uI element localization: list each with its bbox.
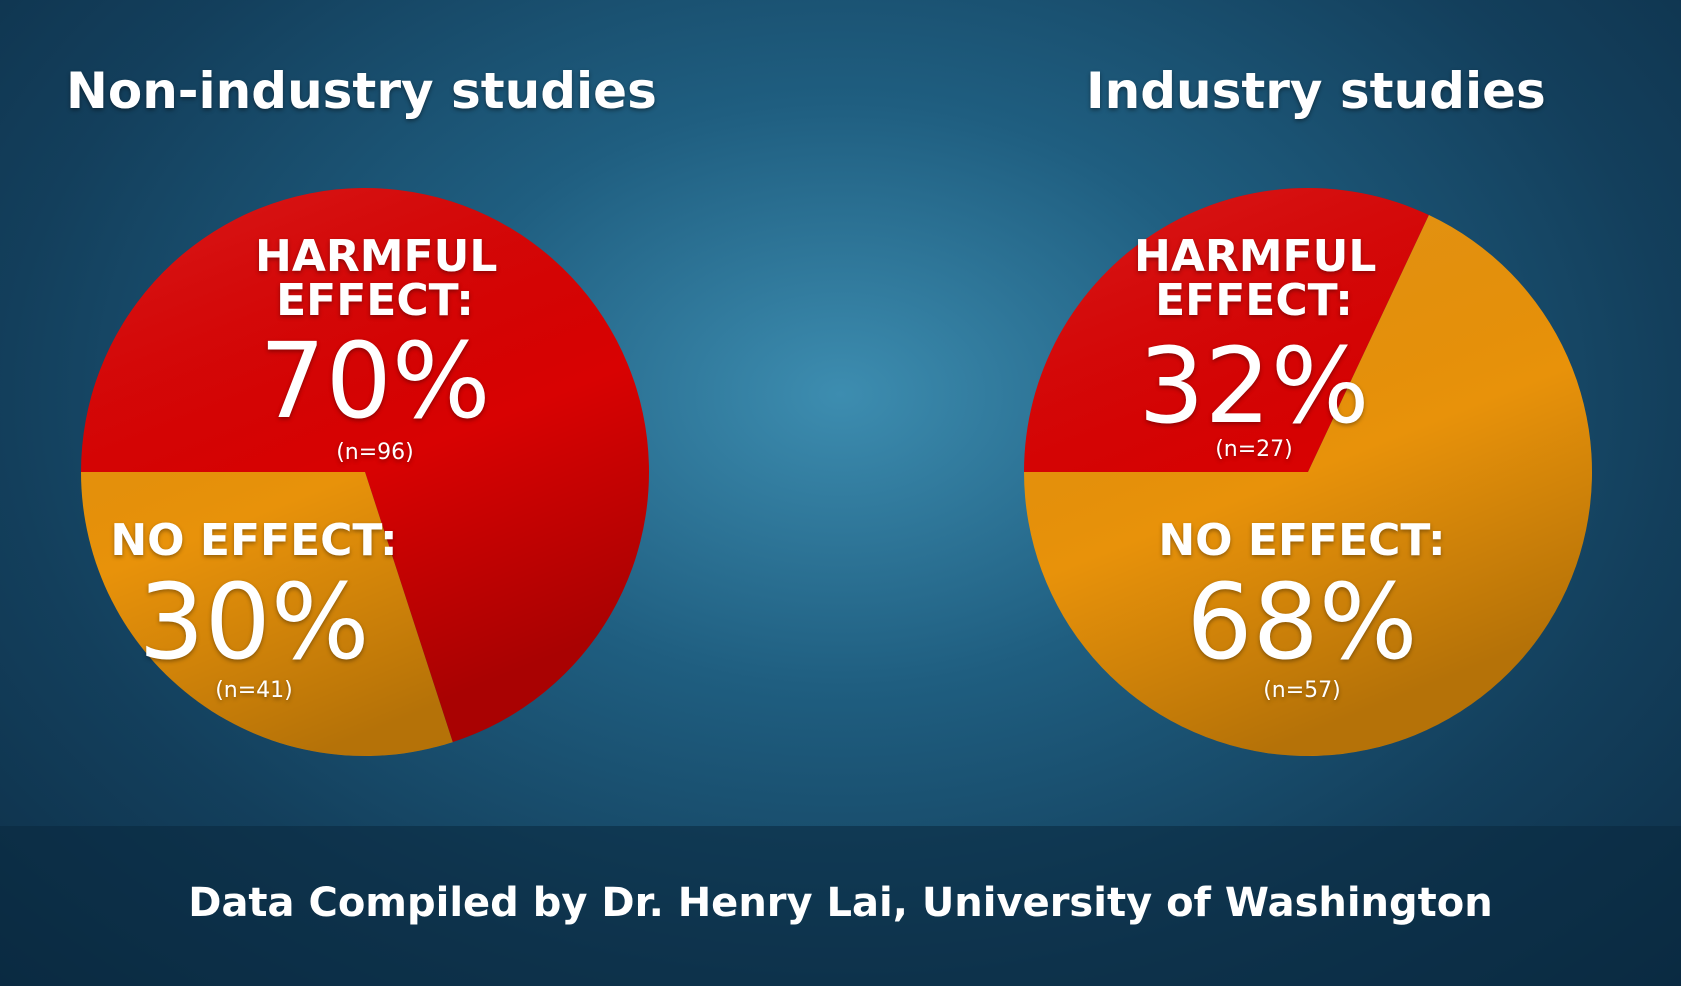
slice-count: (n=57): [1263, 678, 1341, 703]
slice-count: (n=96): [336, 440, 414, 465]
slice-percent: 68%: [1186, 561, 1418, 683]
pie-shading: [81, 188, 649, 756]
slice-category: NO EFFECT:: [110, 515, 398, 566]
footer-band: [0, 826, 1681, 986]
slice-category: HARMFUL EFFECT:: [1134, 231, 1377, 326]
slice-count: (n=41): [215, 678, 293, 703]
slice-count: (n=27): [1215, 437, 1293, 462]
chart-title: Industry studies: [1086, 62, 1546, 120]
chart-title: Non-industry studies: [66, 62, 657, 120]
slice-percent: 32%: [1138, 325, 1370, 447]
source-note: Data Compiled by Dr. Henry Lai, Universi…: [188, 880, 1493, 926]
slice-category: NO EFFECT:: [1158, 515, 1446, 566]
slice-percent: 70%: [259, 320, 491, 442]
slice-category: HARMFUL EFFECT:: [255, 231, 498, 326]
pie-shading: [1024, 188, 1592, 756]
slice-percent: 30%: [138, 561, 370, 683]
